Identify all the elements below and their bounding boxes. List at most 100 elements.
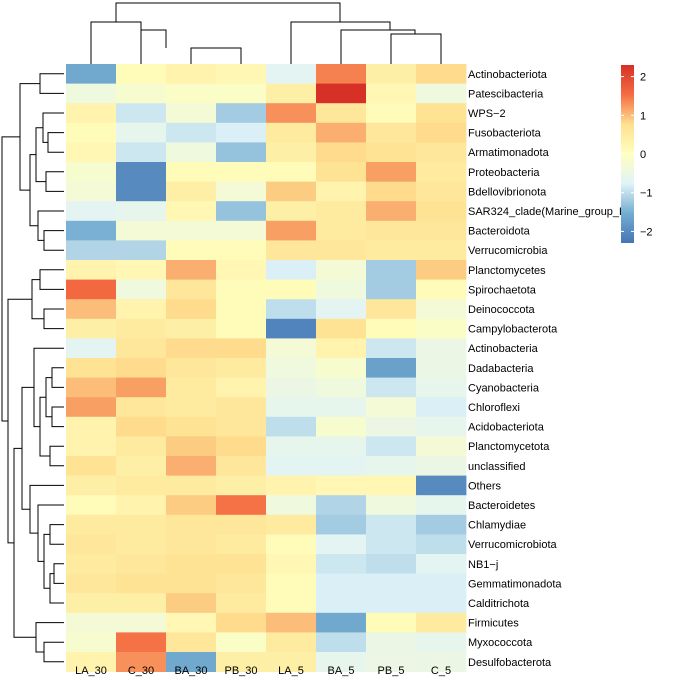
heatmap-cell	[366, 475, 417, 496]
dendrogram-branch	[140, 29, 167, 64]
heatmap-cell	[416, 299, 467, 320]
heatmap-cell	[316, 64, 367, 84]
heatmap-cell	[166, 358, 217, 378]
heatmap-cell	[416, 338, 467, 359]
heatmap-cell	[116, 416, 167, 437]
heatmap-cell	[216, 220, 267, 241]
heatmap-cell	[116, 652, 167, 672]
heatmap-cell	[216, 122, 267, 143]
heatmap-cell	[66, 103, 117, 124]
heatmap-cell	[166, 162, 217, 182]
heatmap-cell	[416, 612, 467, 633]
heatmap-cell	[416, 632, 467, 653]
heatmap-cell	[66, 162, 117, 182]
heatmap-cell	[66, 181, 117, 202]
heatmap-cell	[116, 573, 167, 594]
dendrogram-branch	[49, 524, 64, 545]
row-label: Calditrichota	[468, 598, 530, 610]
heatmap-cell	[266, 514, 317, 535]
column-label: BA_5	[328, 665, 355, 677]
dendrogram-branch	[390, 33, 442, 64]
heatmap-cell	[416, 260, 467, 280]
row-label: SAR324_clade(Marine_group_B)	[468, 206, 630, 218]
heatmap-cell	[316, 279, 367, 300]
heatmap-cell	[166, 456, 217, 476]
heatmap-cell	[66, 652, 117, 672]
heatmap-cell	[216, 162, 267, 182]
heatmap-cell	[266, 181, 317, 202]
column-label: LA_5	[278, 665, 304, 677]
heatmap-cell	[166, 260, 217, 280]
dendrogram-branch	[90, 21, 142, 64]
dendrogram-branch	[43, 308, 64, 330]
heatmap-cell	[166, 64, 217, 84]
heatmap-cell	[416, 318, 467, 339]
dendrogram-branch	[43, 230, 64, 251]
heatmap-cell	[216, 377, 267, 398]
column-label: BA_30	[174, 665, 207, 677]
heatmap-cell	[316, 652, 367, 672]
heatmap-cell	[366, 338, 417, 359]
heatmap-cell	[316, 142, 367, 163]
dendrogram-branch	[340, 29, 416, 64]
heatmap-cells	[66, 64, 467, 672]
heatmap-cell	[166, 573, 217, 594]
heatmap-cell	[416, 495, 467, 516]
column-label: LA_30	[75, 665, 107, 677]
heatmap-cell	[66, 142, 117, 163]
heatmap-cell	[216, 554, 267, 574]
heatmap-cell	[366, 632, 417, 653]
heatmap-cell	[416, 358, 467, 378]
heatmap-cell	[66, 554, 117, 574]
heatmap-cell	[366, 456, 417, 476]
dendrogram-branch	[35, 127, 46, 183]
heatmap-cell	[366, 534, 417, 555]
heatmap-cell	[116, 299, 167, 320]
heatmap-cell	[116, 220, 167, 241]
heatmap-cell	[416, 573, 467, 594]
heatmap-cell	[366, 181, 417, 202]
row-label: Bdellovibrionota	[468, 186, 547, 198]
heatmap-cell	[216, 652, 267, 672]
heatmap-cell	[266, 279, 317, 300]
heatmap-cell	[416, 554, 467, 574]
heatmap-cell	[116, 534, 167, 555]
heatmap-cell	[416, 534, 467, 555]
heatmap-cell	[416, 201, 467, 222]
heatmap-cell	[116, 495, 167, 516]
row-label: Spirochaetota	[468, 284, 537, 296]
heatmap-cell	[416, 475, 467, 496]
heatmap-cell	[316, 436, 367, 457]
row-label: Cyanobacteria	[468, 382, 540, 394]
heatmap-cell	[166, 181, 217, 202]
heatmap-cell	[116, 260, 167, 280]
heatmap-cell	[366, 318, 417, 339]
heatmap-cell	[316, 593, 367, 614]
column-labels: LA_30 C_30 BA_30 PB_30 LA_5 BA_5 PB_5 C_5	[75, 665, 451, 677]
heatmap-cell	[366, 593, 417, 614]
dendrogram-branch	[45, 377, 52, 418]
heatmap-cell	[216, 495, 267, 516]
heatmap-cell	[266, 632, 317, 653]
heatmap-cell	[166, 593, 217, 614]
heatmap-cell	[316, 554, 367, 574]
row-label: Firmicutes	[468, 618, 519, 630]
heatmap-cell	[116, 514, 167, 535]
row-label: WPS−2	[468, 108, 506, 120]
heatmap-cell	[166, 220, 217, 241]
heatmap-cell	[166, 554, 217, 574]
heatmap-cell	[316, 240, 367, 261]
heatmap-cell	[166, 103, 217, 124]
heatmap-cell	[266, 64, 317, 84]
heatmap-cell	[216, 358, 267, 378]
heatmap-cell	[216, 279, 267, 300]
heatmap-cell	[366, 279, 417, 300]
heatmap-cell	[216, 240, 267, 261]
heatmap-cell	[416, 122, 467, 143]
dendrogram-branch	[49, 573, 64, 604]
heatmap-cell	[66, 358, 117, 378]
heatmap-cell	[366, 299, 417, 320]
heatmap-cell	[216, 456, 267, 476]
heatmap-cell	[216, 573, 267, 594]
heatmap-cell	[216, 436, 267, 457]
